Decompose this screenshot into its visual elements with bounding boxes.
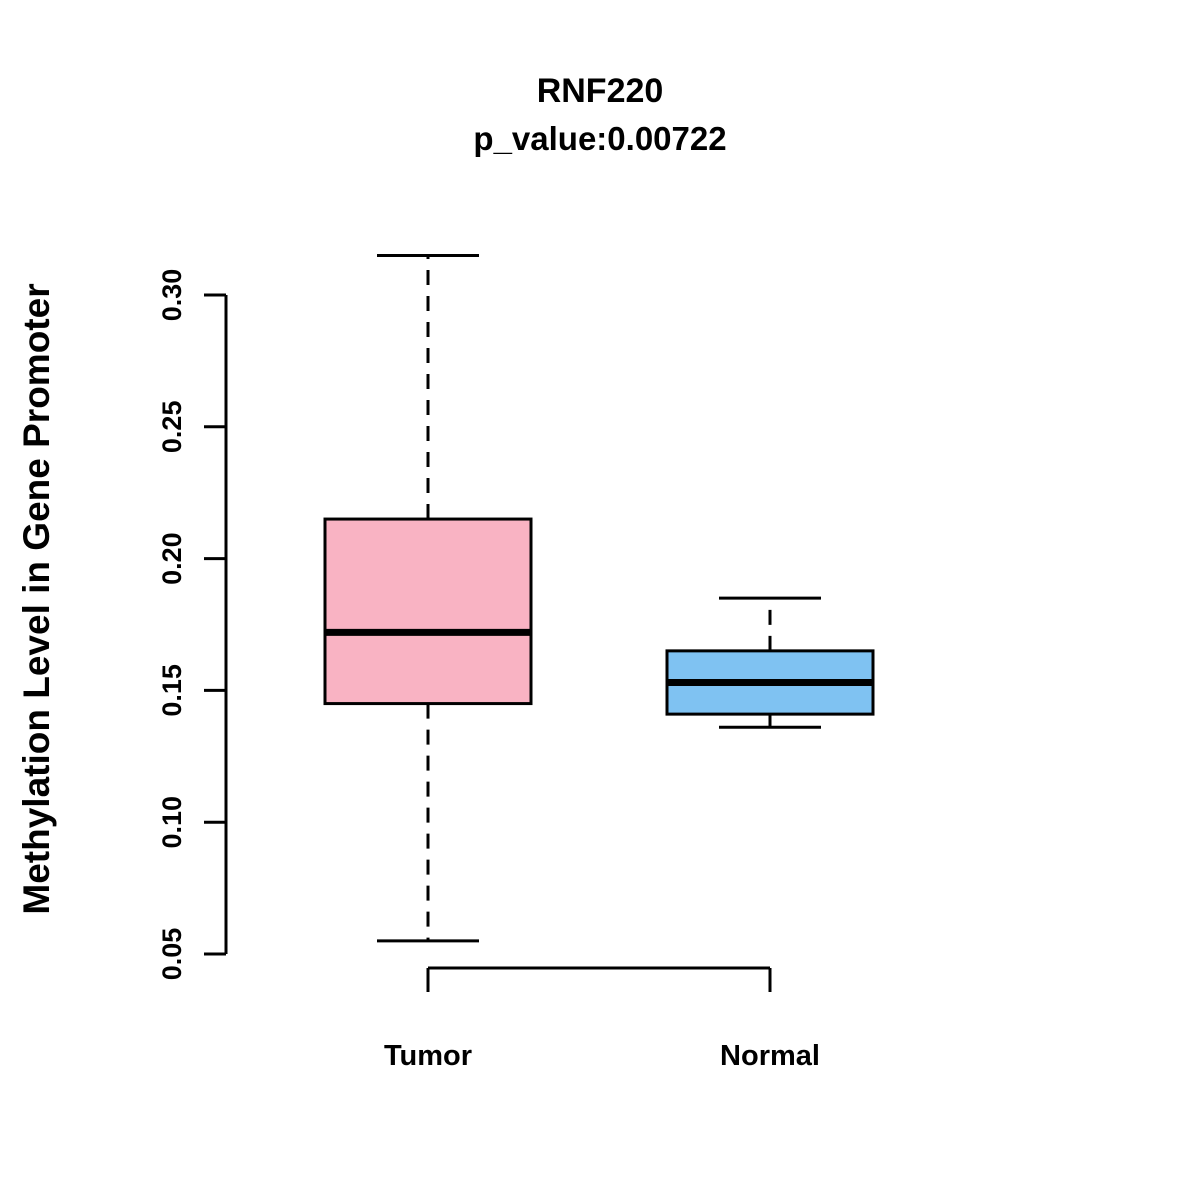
chart-title: RNF220 [536, 72, 664, 110]
y-tick-label: 0.25 [157, 401, 187, 454]
y-tick-label: 0.10 [157, 796, 187, 849]
x-tick-label-normal: Normal [720, 1040, 820, 1072]
box-tumor [323, 517, 533, 706]
y-tick-label: 0.15 [157, 664, 187, 717]
chart-subtitle: p_value:0.00722 [473, 120, 727, 157]
y-tick-label: 0.20 [157, 532, 187, 585]
y-tick-label: 0.30 [157, 269, 187, 322]
x-tick-label-tumor: Tumor [383, 1040, 473, 1072]
y-tick-label: 0.05 [157, 928, 187, 981]
